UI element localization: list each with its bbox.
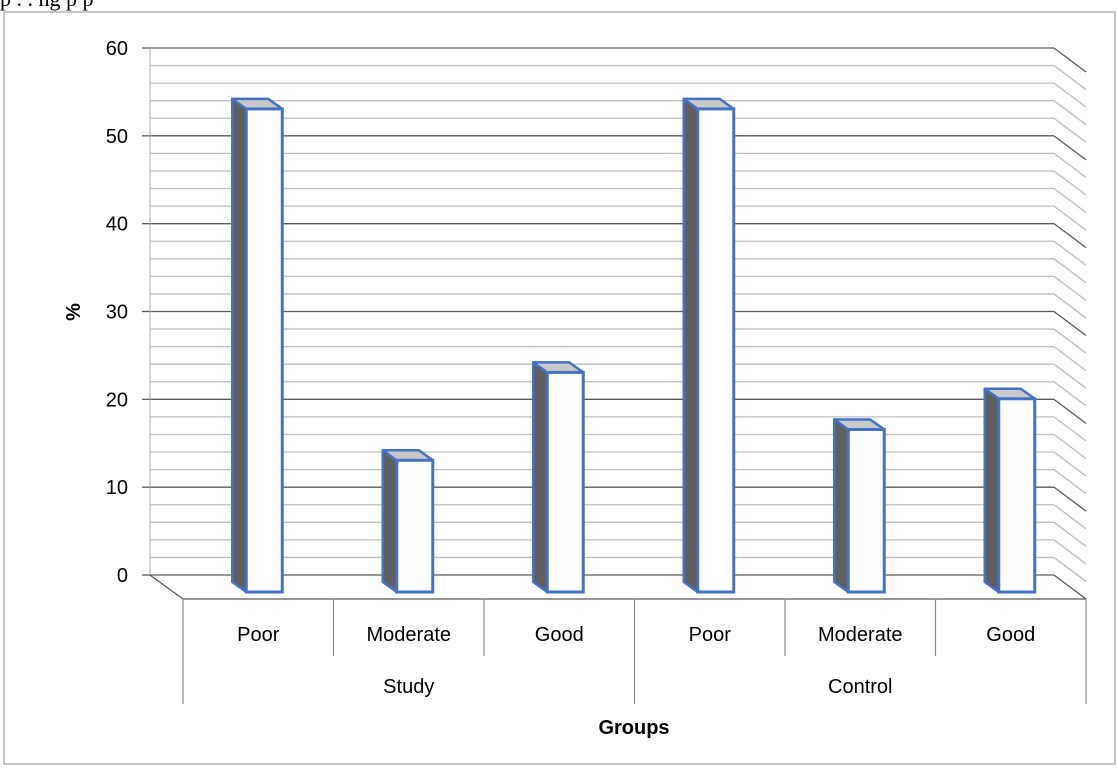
y-tick-label: 10 bbox=[106, 477, 128, 499]
y-tick-label: 60 bbox=[106, 38, 128, 60]
grid-line-side bbox=[1053, 293, 1087, 319]
y-tick-label: 50 bbox=[106, 126, 128, 148]
y-tick-label: 40 bbox=[106, 214, 128, 236]
bar-side bbox=[682, 97, 699, 594]
x-tick-label: Good bbox=[986, 624, 1035, 646]
bar-side bbox=[532, 361, 549, 594]
x-tick-label: Poor bbox=[689, 624, 732, 646]
bar bbox=[395, 458, 435, 594]
bar-side bbox=[381, 449, 398, 594]
caption-fragment: p . . ng p p bbox=[0, 0, 1118, 12]
grid-line-side bbox=[1053, 469, 1087, 495]
bar bbox=[846, 428, 886, 594]
bars bbox=[231, 97, 1037, 594]
x-tick-label: Poor bbox=[237, 624, 280, 646]
x-tick-label: Moderate bbox=[367, 624, 452, 646]
grid-line-side bbox=[1053, 398, 1087, 424]
y-axis-label: % bbox=[63, 303, 85, 321]
grid-line-side bbox=[1053, 205, 1087, 231]
grid-line-side bbox=[1053, 240, 1087, 266]
grid-line-side bbox=[1053, 539, 1087, 565]
grid-line-side bbox=[1053, 363, 1087, 389]
x-tick-label: Moderate bbox=[818, 624, 903, 646]
y-tick-label: 0 bbox=[117, 565, 128, 587]
grid-line-side bbox=[1053, 188, 1087, 214]
grid-line-side bbox=[1053, 275, 1087, 301]
grid-line-side bbox=[1053, 135, 1087, 161]
grid-line-side bbox=[1053, 521, 1087, 547]
bar bbox=[997, 397, 1037, 594]
grid-line-side bbox=[1053, 556, 1087, 582]
grid-line-side bbox=[1053, 433, 1087, 459]
grid-line-side bbox=[1053, 486, 1087, 512]
grid-line-side bbox=[1053, 346, 1087, 372]
bar bbox=[244, 107, 284, 594]
grid-line-side bbox=[1053, 65, 1087, 91]
x-group-label: Study bbox=[383, 676, 434, 698]
grid-line-side bbox=[1053, 381, 1087, 407]
chart-border bbox=[3, 11, 1116, 765]
grid-line-side bbox=[1053, 170, 1087, 196]
bar bbox=[696, 107, 736, 594]
y-tick-label: 20 bbox=[106, 389, 128, 411]
grid-line-side bbox=[1053, 100, 1087, 126]
bar bbox=[545, 370, 585, 594]
x-group-label: Control bbox=[828, 676, 892, 698]
grid bbox=[142, 47, 1087, 600]
grid-line-side bbox=[1053, 258, 1087, 284]
grid-line-side bbox=[1053, 328, 1087, 354]
grid-line-side bbox=[1053, 416, 1087, 442]
x-tick-label: Good bbox=[535, 624, 584, 646]
grid-line-side bbox=[1053, 223, 1087, 249]
grid-line-side bbox=[1053, 574, 1087, 600]
grid-line-side bbox=[1053, 47, 1087, 73]
bar-side bbox=[983, 387, 1000, 594]
floor-edge-left bbox=[149, 574, 184, 600]
y-tick-label: 30 bbox=[106, 302, 128, 324]
grid-line-side bbox=[1053, 117, 1087, 143]
grid-line-side bbox=[1053, 82, 1087, 108]
grid-line-side bbox=[1053, 504, 1087, 530]
grid-line-side bbox=[1053, 152, 1087, 178]
bar-side bbox=[833, 418, 850, 594]
x-axis-label: Groups bbox=[598, 717, 669, 739]
grid-line-side bbox=[1053, 451, 1087, 477]
bar-side bbox=[231, 97, 248, 594]
grid-line-side bbox=[1053, 310, 1087, 337]
x-axis: Poor Moderate Good Poor Moderate Good Study Con… bbox=[182, 599, 1087, 704]
y-axis-ticks: 0 10 20 30 40 50 60 bbox=[106, 38, 128, 587]
